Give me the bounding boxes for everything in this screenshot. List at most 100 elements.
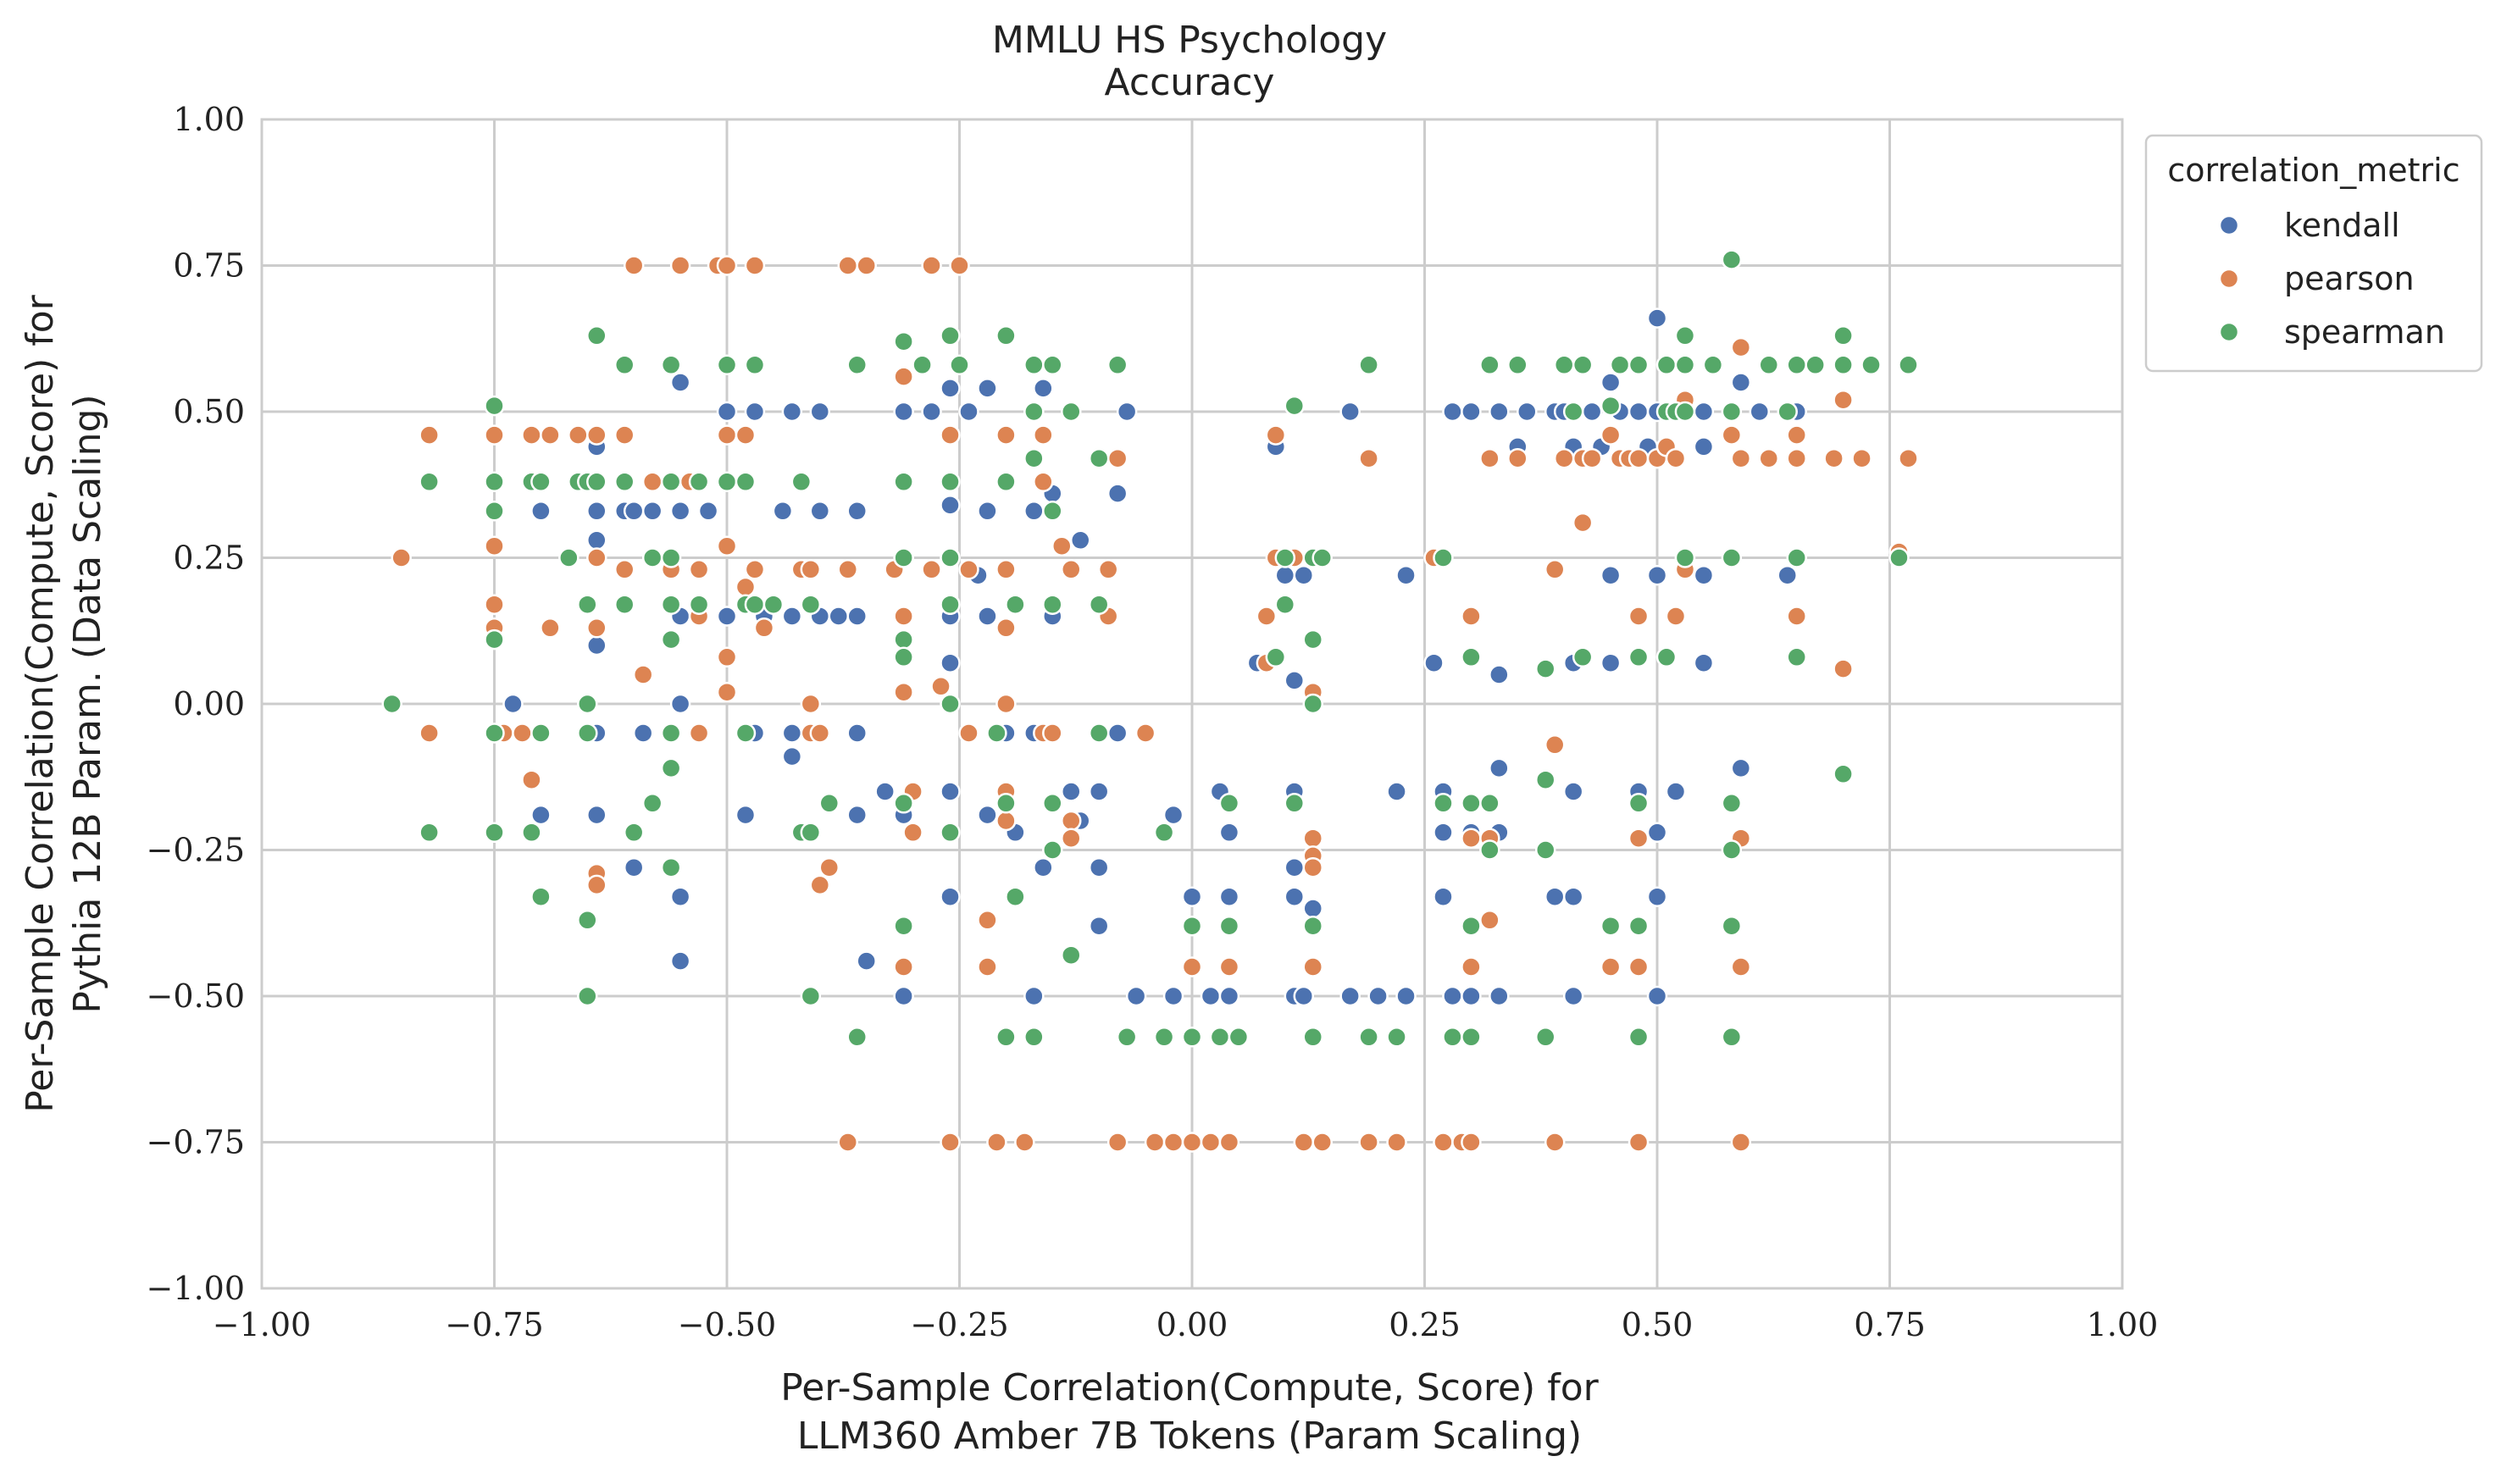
spearman-point bbox=[641, 547, 663, 568]
spearman-point bbox=[660, 471, 682, 493]
spearman-point bbox=[1805, 354, 1826, 376]
kendall-point bbox=[716, 606, 738, 627]
kendall-point bbox=[586, 804, 607, 826]
spearman-point bbox=[1721, 249, 1743, 270]
pearson-point bbox=[893, 366, 914, 387]
pearson-point bbox=[586, 424, 607, 446]
spearman-point bbox=[1042, 501, 1063, 522]
pearson-point bbox=[1730, 956, 1752, 977]
kendall-point bbox=[958, 401, 979, 423]
spearman-point bbox=[484, 501, 505, 522]
kendall-point bbox=[1116, 401, 1138, 423]
spearman-point bbox=[1860, 354, 1882, 376]
y-tick-label: −0.25 bbox=[147, 832, 245, 869]
x-tick-label: −0.50 bbox=[678, 1306, 776, 1343]
pearson-point bbox=[1479, 910, 1500, 931]
spearman-point bbox=[1479, 354, 1500, 376]
spearman-point bbox=[1674, 354, 1696, 376]
spearman-point bbox=[1023, 1027, 1045, 1048]
spearman-point bbox=[1572, 646, 1594, 668]
pearson-point bbox=[586, 874, 607, 896]
spearman-point bbox=[484, 471, 505, 493]
spearman-point bbox=[995, 793, 1017, 814]
y-axis-label: Per-Sample Correlation(Compute, Score) f… bbox=[19, 294, 109, 1112]
pearson-point bbox=[669, 255, 691, 276]
pearson-point bbox=[1042, 723, 1063, 744]
kendall-point bbox=[1088, 781, 1110, 802]
kendall-point bbox=[1628, 401, 1650, 423]
spearman-point bbox=[995, 471, 1017, 493]
kendall-point bbox=[1023, 501, 1045, 522]
kendall-point bbox=[1646, 564, 1668, 586]
pearson-point bbox=[632, 664, 654, 685]
pearson-point bbox=[735, 424, 757, 446]
kendall-point bbox=[530, 804, 552, 826]
kendall-point bbox=[846, 723, 868, 744]
kendall-point bbox=[1293, 564, 1315, 586]
spearman-point bbox=[1358, 1027, 1379, 1048]
kendall-point bbox=[1489, 664, 1510, 685]
kendall-point bbox=[1730, 372, 1752, 393]
spearman-point bbox=[1628, 1027, 1650, 1048]
legend-label-pearson: pearson bbox=[2284, 260, 2415, 297]
spearman-point bbox=[1572, 354, 1594, 376]
pearson-point bbox=[1061, 810, 1082, 832]
kendall-point bbox=[1489, 401, 1510, 423]
spearman-point bbox=[1088, 723, 1110, 744]
spearman-point bbox=[818, 793, 840, 814]
kendall-point bbox=[1600, 564, 1622, 586]
spearman-point bbox=[613, 594, 635, 615]
pearson-point bbox=[1200, 1132, 1222, 1153]
kendall-point bbox=[669, 501, 691, 522]
spearman-point bbox=[1302, 693, 1323, 715]
pearson-point bbox=[995, 693, 1017, 715]
spearman-point bbox=[1023, 401, 1045, 423]
spearman-point bbox=[1534, 769, 1556, 790]
spearman-point bbox=[893, 547, 914, 568]
spearman-point bbox=[716, 471, 738, 493]
spearman-point bbox=[1479, 793, 1500, 814]
pearson-point bbox=[809, 723, 831, 744]
plot-frame bbox=[260, 118, 2124, 1290]
pearson-point bbox=[1312, 1132, 1333, 1153]
kendall-point bbox=[669, 886, 691, 907]
pearson-point bbox=[1358, 1132, 1379, 1153]
pearson-point bbox=[1665, 447, 1687, 469]
kendall-point bbox=[1293, 985, 1315, 1007]
spearman-point bbox=[1153, 1027, 1175, 1048]
spearman-point bbox=[419, 471, 440, 493]
chart-title: MMLU HS Psychology Accuracy bbox=[992, 19, 1387, 104]
pearson-point bbox=[521, 424, 542, 446]
kendall-point bbox=[1088, 856, 1110, 878]
spearman-point bbox=[940, 822, 961, 844]
spearman-point bbox=[1898, 354, 1919, 376]
pearson-point bbox=[1461, 606, 1482, 627]
spearman-point bbox=[660, 757, 682, 779]
y-tick-label: 0.25 bbox=[173, 540, 245, 577]
spearman-point bbox=[381, 693, 402, 715]
spearman-point bbox=[893, 471, 914, 493]
kendall-point bbox=[1162, 804, 1184, 826]
x-tick-label: −0.25 bbox=[910, 1306, 1008, 1343]
spearman-point bbox=[1042, 594, 1063, 615]
kendall-point bbox=[893, 985, 914, 1007]
spearman-point bbox=[1786, 547, 1807, 568]
kendall-point bbox=[772, 501, 794, 522]
legend-marker-spearman bbox=[2218, 321, 2240, 343]
spearman-point bbox=[1061, 944, 1082, 966]
x-tick-label: 1.00 bbox=[2087, 1306, 2159, 1343]
pearson-point bbox=[809, 874, 831, 896]
pearson-point bbox=[902, 822, 923, 844]
spearman-point bbox=[735, 723, 757, 744]
spearman-point bbox=[1479, 839, 1500, 861]
pearson-point bbox=[1786, 447, 1807, 469]
spearman-point bbox=[1786, 646, 1807, 668]
spearman-point bbox=[1777, 401, 1798, 423]
kendall-point bbox=[586, 529, 607, 551]
kendall-point bbox=[1218, 822, 1240, 844]
kendall-point bbox=[781, 606, 803, 627]
pearson-point bbox=[1553, 447, 1575, 469]
chart-title-line-1: MMLU HS Psychology bbox=[992, 19, 1387, 62]
spearman-point bbox=[660, 723, 682, 744]
spearman-point bbox=[1600, 915, 1622, 937]
